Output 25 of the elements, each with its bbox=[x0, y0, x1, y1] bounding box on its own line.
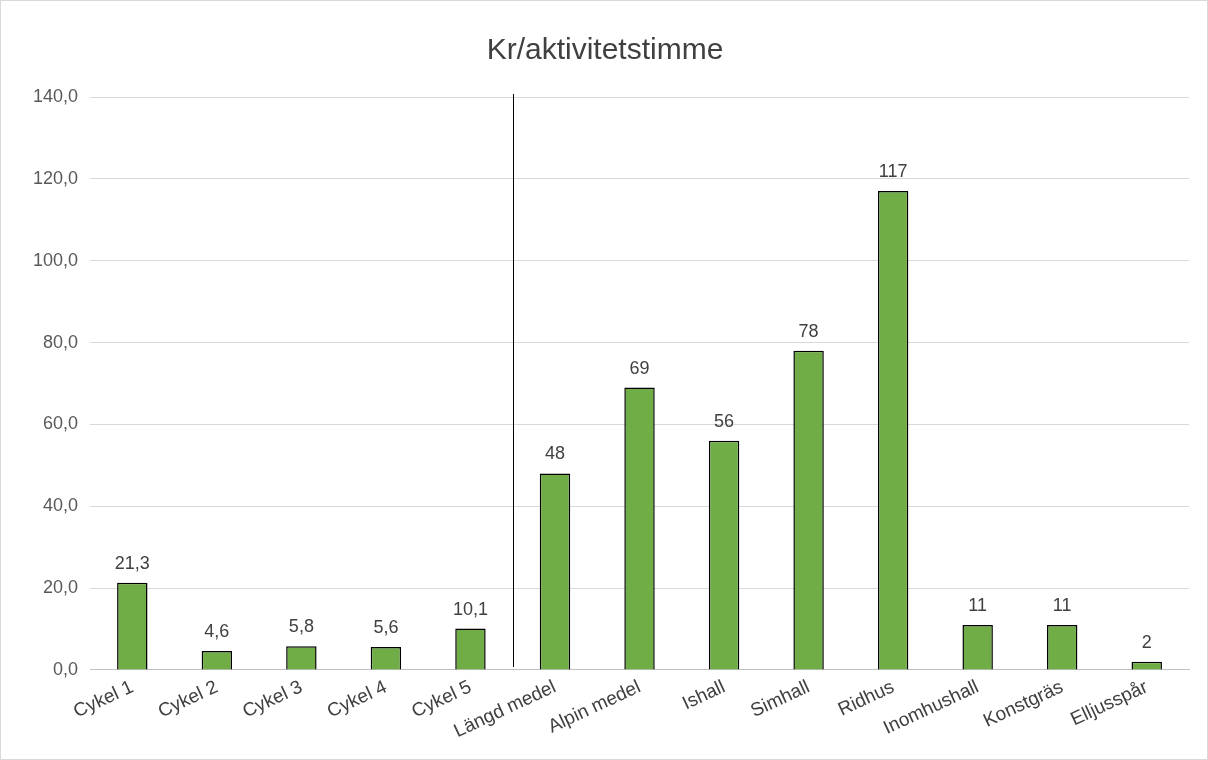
y-tick-label: 120,0 bbox=[33, 167, 79, 188]
data-label: 11 bbox=[1052, 594, 1072, 615]
y-tick-label: 140,0 bbox=[33, 85, 79, 106]
data-label: 56 bbox=[714, 410, 735, 431]
x-tick-label: Cykel 3 bbox=[238, 675, 306, 722]
data-label: 4,6 bbox=[204, 621, 230, 642]
data-label: 78 bbox=[798, 320, 819, 341]
data-label: 117 bbox=[878, 161, 908, 182]
data-label: 2 bbox=[1141, 631, 1152, 652]
y-tick-label: 40,0 bbox=[43, 495, 79, 516]
data-label: 5,8 bbox=[288, 616, 314, 637]
data-label: 69 bbox=[629, 357, 650, 378]
data-label: 10,1 bbox=[452, 598, 488, 619]
data-label: 5,6 bbox=[373, 616, 399, 637]
y-tick-label: 100,0 bbox=[33, 249, 79, 270]
x-tick-label: Ishall bbox=[678, 675, 728, 714]
y-tick-label: 60,0 bbox=[43, 413, 79, 434]
y-tick-label: 20,0 bbox=[43, 577, 79, 598]
data-label: 11 bbox=[968, 594, 988, 615]
data-label: 21,3 bbox=[114, 552, 150, 573]
y-tick-label: 80,0 bbox=[43, 331, 79, 352]
x-tick-label: Cykel 2 bbox=[154, 675, 221, 722]
data-label: 48 bbox=[544, 443, 565, 464]
x-tick-label: Cykel 4 bbox=[323, 675, 391, 722]
chart-title: Kr/aktivitetstimme bbox=[486, 32, 724, 66]
